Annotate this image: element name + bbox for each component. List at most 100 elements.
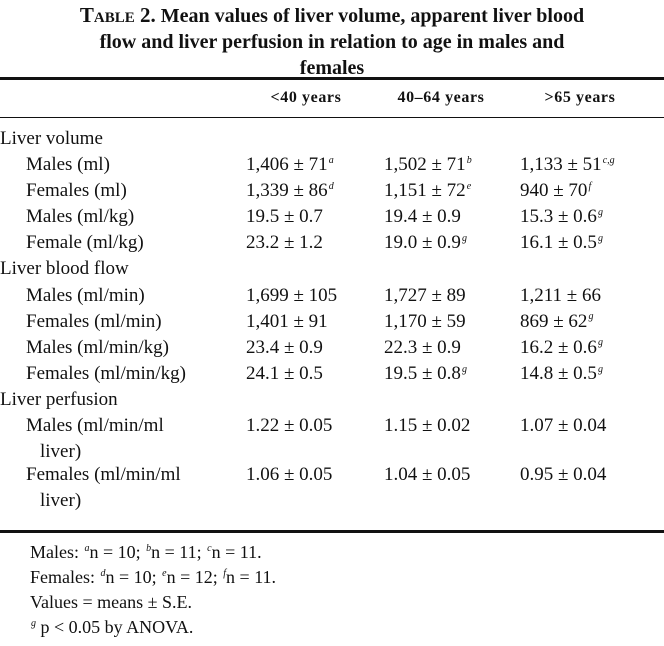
cell-value: 940 ± 70 (520, 180, 588, 202)
footnote-line: Values = means ± S.E. (30, 590, 276, 615)
footnote-marker: b (146, 543, 152, 554)
cell-footnote-marker: g (461, 233, 467, 245)
cell-value: 23.4 ± 0.9 (246, 336, 323, 358)
row-label-text: Liver volume (0, 128, 103, 149)
cell-value: 1,406 ± 71 (246, 154, 328, 176)
row-label-text: Females (ml/min) (26, 310, 162, 332)
table-cell: 1,151 ± 72e (384, 178, 471, 204)
table-cell: 1,133 ± 51c,g (520, 152, 615, 178)
table-cell: 1.22 ± 0.05 (246, 413, 332, 439)
top-rule (0, 77, 664, 80)
table-row: Female (ml/kg) 23.2 ± 1.2 19.0 ± 0.9g 16.1 … (0, 230, 664, 256)
row-label: Female (ml/kg) (26, 230, 144, 256)
footnote-text: n = 11. (211, 542, 262, 562)
footnotes: Males: an = 10; bn = 11; cn = 11. Females… (30, 540, 276, 640)
footnote-marker: g (31, 618, 36, 629)
table-cell: 940 ± 70f (520, 178, 591, 204)
table-title-line-1: Mean values of liver volume, apparent li… (160, 5, 585, 27)
table-row: Males (ml/min/kg) 23.4 ± 0.9 22.3 ± 0.9 16.… (0, 335, 664, 361)
row-label: Males (ml/min/kg) (26, 335, 169, 361)
table-row: Males (ml/min) 1,699 ± 105 1,727 ± 89 1,211… (0, 283, 664, 309)
cell-footnote-marker: a (328, 154, 334, 166)
cell-value: 1.04 ± 0.05 (384, 464, 471, 486)
cell-value: 1,401 ± 91 (246, 310, 328, 332)
cell-value: 1,211 ± 66 (520, 284, 601, 306)
table-cell: 1,339 ± 86d (246, 178, 334, 204)
cell-footnote-marker: g (597, 233, 603, 245)
footnote-marker: e (162, 568, 167, 579)
table-label: Table 2. (79, 3, 156, 27)
table-cell: 1,401 ± 91 (246, 309, 328, 335)
section-heading: Liver blood flow (0, 256, 129, 282)
footnote-text: n = 11; (151, 542, 207, 562)
cell-value: 1,699 ± 105 (246, 284, 338, 306)
row-label: Females (ml/min) (26, 309, 162, 335)
row-label-continuation: liver) (40, 490, 82, 512)
cell-footnote-marker: d (328, 180, 334, 192)
column-header-under-40: <40 years (270, 89, 342, 106)
section-heading: Liver perfusion (0, 387, 118, 413)
table-cell: 1,502 ± 71b (384, 152, 472, 178)
footnote-line: Females: dn = 10; en = 12; fn = 11. (30, 565, 276, 590)
column-header-over-65: >65 years (544, 89, 616, 106)
cell-value: 15.3 ± 0.6 (520, 206, 597, 228)
table-row: Females (ml/min/ml liver) 1.06 ± 0.05 1.04 … (0, 462, 664, 511)
cell-footnote-marker: b (466, 154, 472, 166)
table-row: Males (ml) 1,406 ± 71a 1,502 ± 71b 1,133 ± … (0, 152, 664, 178)
cell-value: 14.8 ± 0.5 (520, 362, 597, 384)
footnote-marker: a (84, 543, 90, 554)
cell-value: 19.0 ± 0.9 (384, 232, 461, 254)
row-label-text: Males (ml/min/ml (26, 415, 164, 437)
table-cell: 22.3 ± 0.9 (384, 335, 461, 361)
row-label: Females (ml/min/ml liver) (26, 462, 181, 514)
table-cell: 23.2 ± 1.2 (246, 230, 323, 256)
table-cell: 1,406 ± 71a (246, 152, 334, 178)
cell-footnote-marker: g (597, 206, 603, 218)
row-label-text: Liver perfusion (0, 388, 118, 410)
footnote-text: Males: (30, 542, 84, 562)
cell-footnote-marker: c,g (602, 154, 615, 166)
cell-value: 1,727 ± 89 (384, 284, 466, 306)
table-cell: 19.5 ± 0.8g (384, 361, 467, 387)
cell-footnote-marker: e (466, 180, 472, 192)
table-cell: 1.04 ± 0.05 (384, 462, 470, 488)
row-label-text: Females (ml/min/ml (26, 464, 181, 486)
row-label: Males (ml/min) (26, 283, 145, 309)
cell-value: 869 ± 62 (520, 310, 588, 332)
cell-value: 23.2 ± 1.2 (246, 232, 323, 254)
table-cell: 1.15 ± 0.02 (384, 413, 470, 439)
footnote-text: p < 0.05 by ANOVA. (36, 617, 194, 637)
row-label: Females (ml) (26, 178, 127, 204)
table-row: Males (ml/min/ml liver) 1.22 ± 0.05 1.15 ± … (0, 413, 664, 462)
row-label-text: Males (ml/kg) (26, 206, 135, 228)
table-title-line-2: flow and liver perfusion in relation to … (99, 31, 565, 53)
row-label: Males (ml/min/ml liver) (26, 413, 164, 465)
cell-value: 19.4 ± 0.9 (384, 206, 461, 228)
table-row: Females (ml/min) 1,401 ± 91 1,170 ± 59 869 … (0, 309, 664, 335)
cell-value: 1.15 ± 0.02 (384, 415, 471, 437)
section-heading-row: Liver blood flow (0, 256, 664, 282)
row-label-text: Liver blood flow (0, 258, 129, 280)
table-cell: 15.3 ± 0.6g (520, 204, 603, 230)
row-label-text: Female (ml/kg) (26, 232, 144, 254)
table-cell: 19.0 ± 0.9g (384, 230, 467, 256)
table-cell: 24.1 ± 0.5 (246, 361, 323, 387)
header-rule (0, 117, 664, 118)
row-label-text: Females (ml) (26, 180, 127, 202)
table-cell: 16.2 ± 0.6g (520, 335, 603, 361)
cell-value: 22.3 ± 0.9 (384, 336, 461, 358)
cell-value: 0.95 ± 0.04 (520, 464, 607, 486)
footnote-text: Values = means ± S.E. (30, 592, 193, 612)
footnote-line: g p < 0.05 by ANOVA. (30, 615, 276, 640)
footnote-marker: f (223, 568, 227, 579)
section-heading: Liver volume (0, 126, 103, 152)
row-label-text: Males (ml/min/kg) (26, 336, 170, 358)
footnote-marker: c (207, 543, 212, 554)
table-caption: Table 2. Mean values of liver volume, ap… (0, 2, 664, 81)
cell-value: 19.5 ± 0.7 (246, 206, 323, 228)
table-cell: 16.1 ± 0.5g (520, 230, 603, 256)
row-label: Males (ml/kg) (26, 204, 134, 230)
table-title-line-3: females (299, 57, 365, 79)
table-row: Females (ml) 1,339 ± 86d 1,151 ± 72e 940 ± … (0, 178, 664, 204)
row-label: Females (ml/min/kg) (26, 361, 186, 387)
